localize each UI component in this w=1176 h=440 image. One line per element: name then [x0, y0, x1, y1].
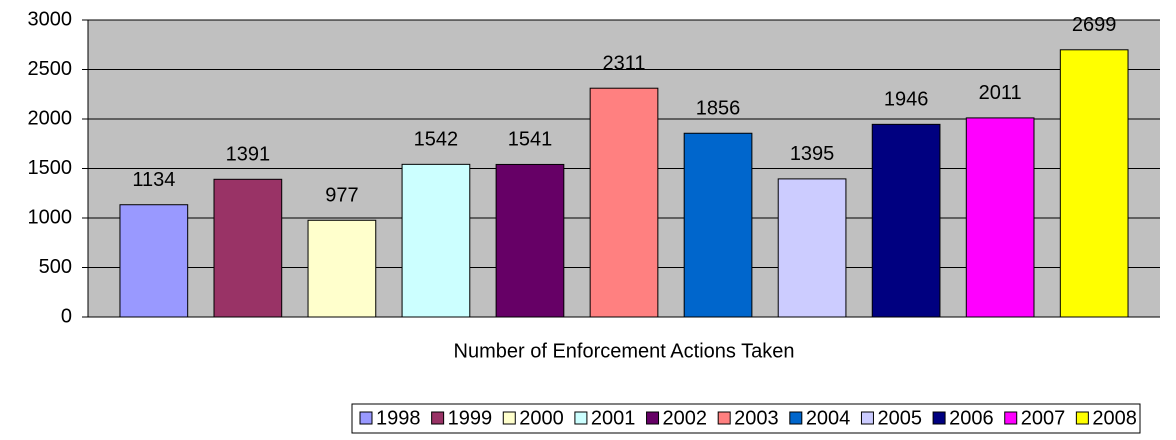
- data-label: 977: [325, 185, 358, 207]
- bar: [965, 117, 1035, 318]
- legend-swatch: [860, 411, 874, 425]
- legend-swatch: [502, 411, 516, 425]
- legend-label: 2002: [663, 407, 708, 429]
- legend-swatch: [1075, 411, 1089, 425]
- legend-label: 2007: [1021, 407, 1066, 429]
- bar: [119, 204, 189, 318]
- legend-swatch: [789, 411, 803, 425]
- data-label: 1856: [696, 98, 741, 120]
- data-label: 1542: [414, 129, 459, 151]
- y-tick-label: 1500: [28, 157, 73, 179]
- y-tick-label: 2000: [28, 107, 73, 129]
- x-axis-label: Number of Enforcement Actions Taken: [454, 340, 795, 362]
- bar: [589, 87, 659, 318]
- legend-label: 2004: [806, 407, 851, 429]
- data-label: 1541: [508, 129, 553, 151]
- data-label: 1391: [226, 144, 271, 166]
- legend-label: 2006: [949, 407, 994, 429]
- legend-label: 2003: [734, 407, 779, 429]
- legend-label: 2000: [519, 407, 564, 429]
- bar: [307, 219, 377, 318]
- legend-label: 2001: [591, 407, 636, 429]
- data-label: 2011: [979, 82, 1022, 104]
- bar: [401, 163, 471, 318]
- bar: [495, 163, 565, 318]
- bar: [683, 132, 753, 318]
- legend-swatch: [646, 411, 660, 425]
- y-tick-label: 2500: [28, 58, 73, 80]
- legend-swatch: [717, 411, 731, 425]
- data-label: 2699: [1072, 14, 1117, 36]
- data-label: 1946: [884, 89, 929, 111]
- y-tick-label: 0: [61, 305, 72, 327]
- legend-swatch: [932, 411, 946, 425]
- legend-swatch: [359, 411, 373, 425]
- y-tick-label: 3000: [28, 8, 73, 30]
- bar: [777, 178, 847, 318]
- data-label: 1134: [132, 169, 175, 191]
- legend-swatch: [574, 411, 588, 425]
- bar: [1059, 49, 1129, 318]
- legend-swatch: [1004, 411, 1018, 425]
- legend-label: 1999: [448, 407, 493, 429]
- legend-label: 2008: [1092, 407, 1137, 429]
- legend-label: 2005: [877, 407, 922, 429]
- bar: [213, 178, 283, 318]
- data-label: 1395: [790, 143, 835, 165]
- y-tick-label: 1000: [28, 206, 73, 228]
- data-label: 2311: [602, 52, 645, 74]
- y-tick-label: 500: [39, 256, 72, 278]
- bar: [871, 123, 941, 318]
- legend-swatch: [431, 411, 445, 425]
- legend-label: 1998: [376, 407, 421, 429]
